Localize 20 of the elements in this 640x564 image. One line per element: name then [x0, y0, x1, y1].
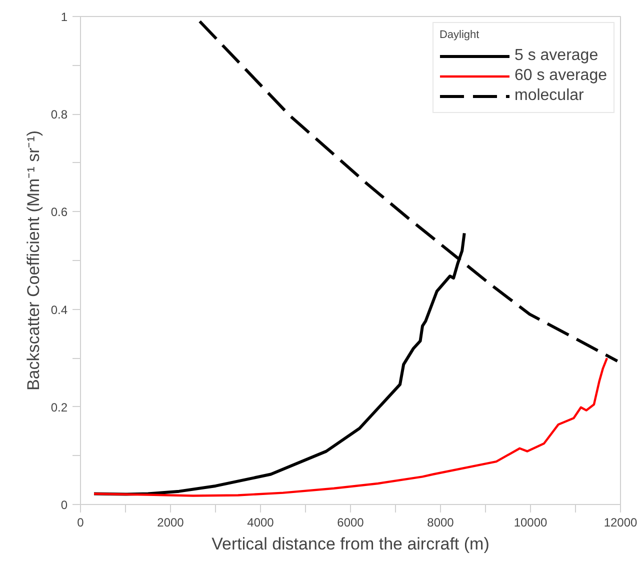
y-tick-label: 0.8: [50, 108, 68, 122]
x-tick-label: 12000: [604, 516, 638, 530]
y-tick-label: 0: [60, 498, 68, 512]
line-series: [92, 357, 608, 497]
x-axis-title: Vertical distance from the aircraft (m): [212, 534, 490, 554]
x-tick-label: 10000: [514, 516, 548, 530]
y-tick-label: 0.6: [50, 205, 68, 220]
legend-label: molecular: [514, 87, 584, 105]
y-axis-title: Backscatter Coefficient (Mm⁻¹ sr⁻¹): [24, 130, 43, 391]
legend-label: 60 s average: [514, 67, 607, 85]
y-tick-label: 0.2: [50, 400, 68, 414]
x-tick-label: 8000: [427, 516, 454, 530]
x-tick-label: 6000: [337, 516, 364, 530]
x-tick-label: 0: [77, 516, 84, 530]
legend-title: Daylight: [439, 29, 480, 41]
x-tick-label: 2000: [157, 516, 184, 530]
legend-label: 5 s average: [514, 47, 598, 65]
y-tick-label: 1: [60, 10, 68, 24]
x-tick-label: 4000: [247, 516, 274, 530]
y-tick-label: 0.4: [50, 302, 68, 317]
